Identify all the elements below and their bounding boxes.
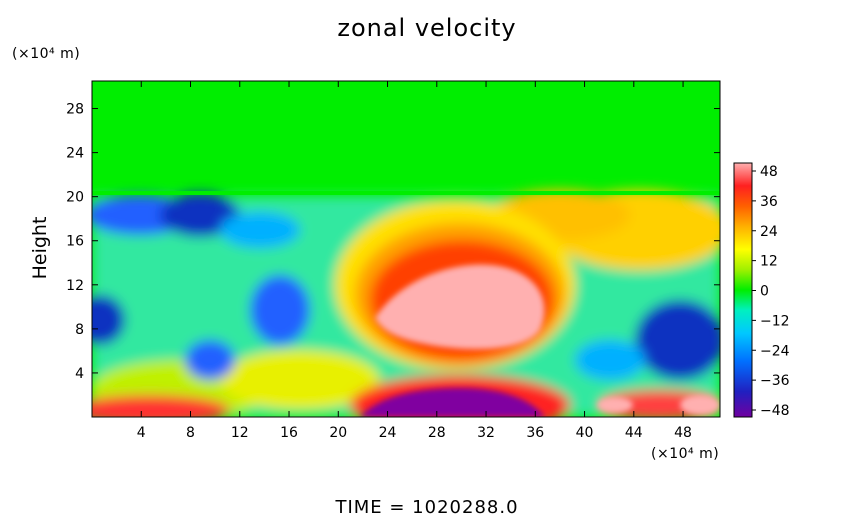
colorbar-tick-label: −36 — [760, 373, 790, 389]
x-tick-label: 20 — [329, 425, 347, 441]
y-tick-label: 20 — [66, 190, 84, 206]
x-tick-label: 16 — [280, 425, 298, 441]
x-tick-label: 32 — [477, 425, 495, 441]
y-tick-label: 4 — [75, 366, 84, 382]
x-axis-ticks: 4 8 12 16 20 24 28 32 36 40 44 48 — [137, 81, 692, 441]
x-tick-label: 48 — [674, 425, 692, 441]
y-tick-label: 12 — [66, 278, 84, 294]
y-axis-unit: (×10⁴ m) — [12, 46, 81, 62]
x-tick-label: 44 — [625, 425, 643, 441]
colorbar-gradient — [733, 162, 753, 418]
x-axis-unit: (×10⁴ m) — [651, 446, 720, 462]
colorbar-tick-label: −48 — [760, 403, 790, 419]
x-tick-label: 24 — [379, 425, 397, 441]
colorbar: 48 36 24 12 0 −12 −24 −36 −48 — [733, 162, 790, 419]
colorbar-tick-label: 0 — [760, 284, 769, 300]
x-tick-label: 40 — [576, 425, 594, 441]
y-tick-label: 24 — [66, 146, 84, 162]
colorbar-tick-label: −24 — [760, 343, 790, 359]
time-label: TIME = 1020288.0 — [335, 497, 519, 518]
y-tick-label: 16 — [66, 234, 84, 250]
x-tick-label: 36 — [526, 425, 544, 441]
chart-title: zonal velocity — [337, 14, 517, 42]
colorbar-tick-label: 24 — [760, 224, 778, 240]
plot-frame — [91, 80, 721, 418]
colorbar-tick-label: −12 — [760, 313, 790, 329]
y-axis-ticks: 4 8 12 16 20 24 28 — [66, 102, 720, 382]
x-tick-label: 28 — [428, 425, 446, 441]
y-tick-label: 8 — [75, 322, 84, 338]
x-tick-label: 8 — [186, 425, 195, 441]
y-tick-label: 28 — [66, 102, 84, 118]
colorbar-ticks: 48 36 24 12 0 −12 −24 −36 −48 — [752, 164, 790, 419]
x-tick-label: 12 — [231, 425, 249, 441]
colorbar-tick-label: 48 — [760, 164, 778, 180]
colorbar-tick-label: 12 — [760, 254, 778, 270]
colorbar-tick-label: 36 — [760, 194, 778, 210]
velocity-field — [92, 81, 720, 417]
x-tick-label: 4 — [137, 425, 146, 441]
